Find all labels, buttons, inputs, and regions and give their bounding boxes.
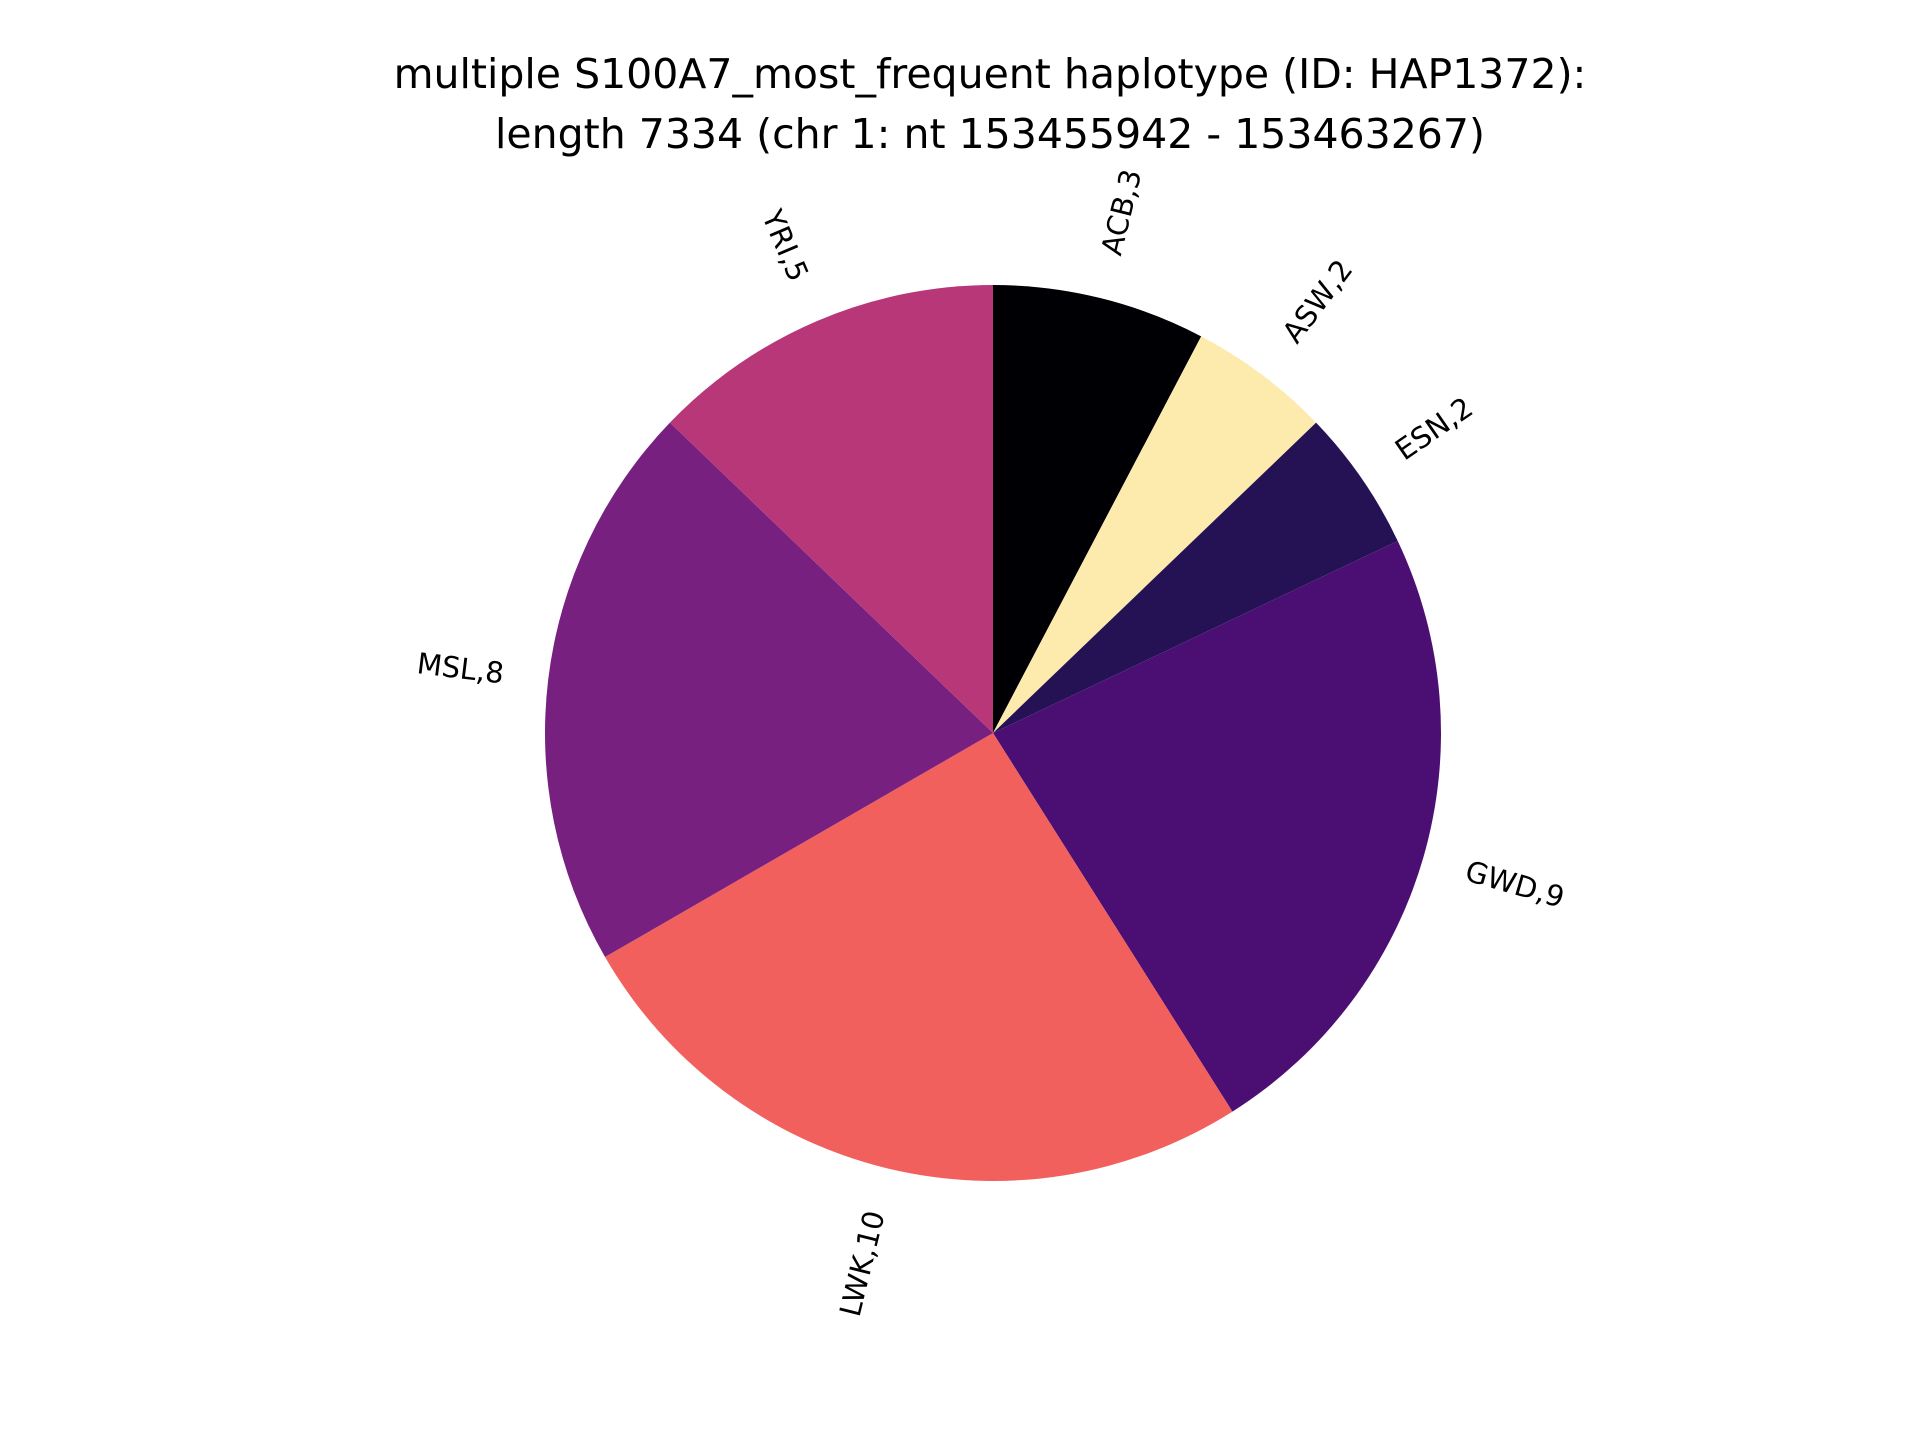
chart-title-line-1: multiple S100A7_most_frequent haplotype … xyxy=(394,50,1587,98)
pie-label-esn: ESN,2 xyxy=(1389,390,1479,467)
pie-slice-msl xyxy=(544,422,993,957)
pie-label-asw: ASW,2 xyxy=(1275,253,1359,349)
pie-label-msl: MSL,8 xyxy=(415,646,506,690)
pie-slice-esn xyxy=(993,422,1398,733)
pie-slice-asw xyxy=(993,336,1317,733)
pie-label-lwk: LWK,10 xyxy=(833,1207,892,1319)
pie-label-gwd: GWD,9 xyxy=(1462,854,1569,915)
chart-title-line-2: length 7334 (chr 1: nt 153455942 - 15346… xyxy=(495,110,1485,158)
pie-slice-yri xyxy=(669,285,993,733)
pie-label-yri: YRI,5 xyxy=(755,204,816,286)
pie-label-acb: ACB,3 xyxy=(1094,166,1148,259)
pie-slice-acb xyxy=(993,285,1202,733)
pie-slices xyxy=(544,285,1442,1181)
pie-slice-gwd xyxy=(993,540,1442,1112)
pie-slice-lwk xyxy=(605,733,1233,1181)
